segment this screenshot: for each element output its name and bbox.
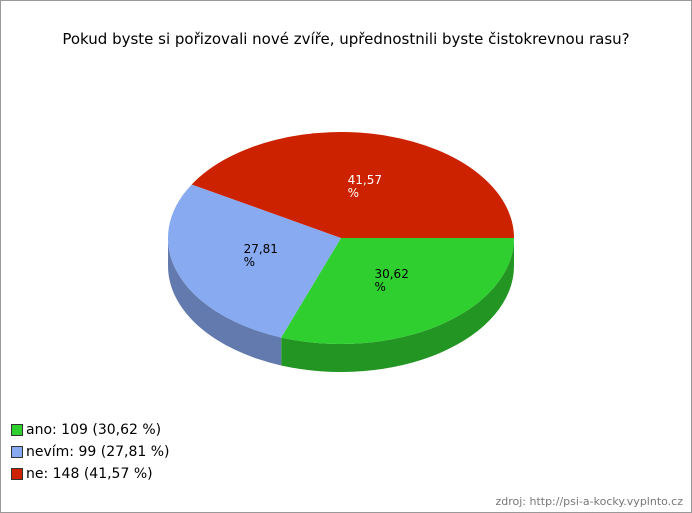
legend-swatch [11,446,23,458]
legend-item: ano: 109 (30,62 %) [11,422,161,438]
legend-item: nevím: 99 (27,81 %) [11,444,170,460]
pie-side [168,238,282,366]
legend-swatch [11,424,23,436]
value-label: 41,57 % [347,172,382,200]
pie-slice [167,184,341,338]
legend-label: ano: 109 (30,62 %) [26,422,162,438]
pie-slice [191,131,514,238]
pie-side [281,238,514,373]
legend-swatch [11,468,23,480]
legend-label: nevím: 99 (27,81 %) [26,444,170,460]
source-note: zdroj: http://psi-a-kocky.vyplnto.cz [495,495,683,508]
value-label: 30,62 % [374,267,409,295]
pie-slice [281,238,514,344]
value-label: 27,81 % [243,241,278,269]
legend-label: ne: 148 (41,57 %) [26,466,153,482]
chart-title: Pokud byste si pořizovali nové zvíře, up… [62,30,630,48]
legend-item: ne: 148 (41,57 %) [11,466,153,482]
